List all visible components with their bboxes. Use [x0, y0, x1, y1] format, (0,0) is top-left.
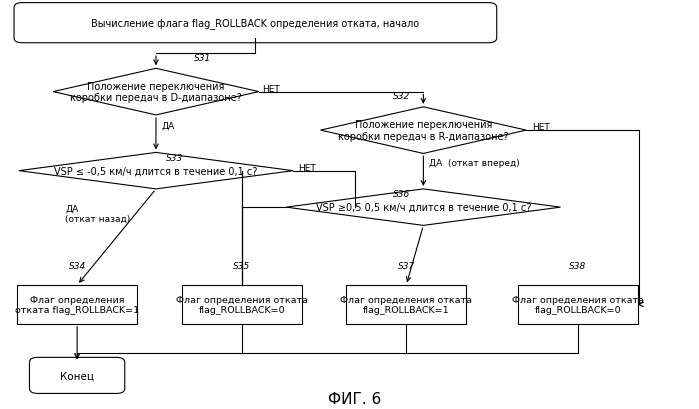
- Text: S38: S38: [569, 262, 586, 271]
- FancyBboxPatch shape: [29, 357, 125, 393]
- Text: S33: S33: [166, 154, 184, 163]
- Bar: [182, 285, 302, 324]
- Bar: [17, 285, 137, 324]
- Text: Флаг определения отката
flag_ROLLBACK=1: Флаг определения отката flag_ROLLBACK=1: [340, 295, 473, 315]
- FancyBboxPatch shape: [14, 4, 497, 44]
- Text: ФИГ. 6: ФИГ. 6: [328, 391, 382, 406]
- Text: Положение переключения
коробки передач в R-диапазоне?: Положение переключения коробки передач в…: [338, 120, 509, 142]
- Text: S36: S36: [393, 190, 410, 199]
- Text: ДА: ДА: [161, 121, 175, 130]
- Text: VSP ≤ -0,5 км/ч длится в течение 0,1 с?: VSP ≤ -0,5 км/ч длится в течение 0,1 с?: [55, 166, 258, 176]
- Text: S37: S37: [398, 262, 415, 271]
- Polygon shape: [286, 189, 561, 226]
- Bar: [518, 285, 637, 324]
- Text: НЕТ: НЕТ: [532, 123, 549, 132]
- Polygon shape: [19, 153, 293, 189]
- Polygon shape: [321, 108, 526, 154]
- Text: ДА
(откат назад): ДА (откат назад): [66, 204, 131, 223]
- Text: S34: S34: [69, 262, 86, 271]
- Text: НЕТ: НЕТ: [298, 164, 317, 173]
- Text: Флаг определения
отката flag_ROLLBACK=1: Флаг определения отката flag_ROLLBACK=1: [15, 295, 139, 315]
- Bar: [346, 285, 466, 324]
- Text: S32: S32: [393, 92, 410, 101]
- Text: Флаг определения отката
flag_ROLLBACK=0: Флаг определения отката flag_ROLLBACK=0: [175, 295, 308, 315]
- Text: Конец: Конец: [60, 371, 94, 380]
- Text: Положение переключения
коробки передач в D-диапазоне?: Положение переключения коробки передач в…: [70, 82, 242, 103]
- Text: ДА  (откат вперед): ДА (откат вперед): [429, 159, 519, 168]
- Text: VSP ≥0,5 0,5 км/ч длится в течение 0,1 с?: VSP ≥0,5 0,5 км/ч длится в течение 0,1 с…: [316, 202, 531, 213]
- Text: S31: S31: [194, 54, 211, 63]
- Polygon shape: [53, 69, 259, 116]
- Text: S35: S35: [233, 262, 250, 271]
- Text: НЕТ: НЕТ: [262, 85, 280, 94]
- Text: Вычисление флага flag_ROLLBACK определения отката, начало: Вычисление флага flag_ROLLBACK определен…: [92, 18, 419, 29]
- Text: Флаг определения отката
flag_ROLLBACK=0: Флаг определения отката flag_ROLLBACK=0: [512, 295, 644, 315]
